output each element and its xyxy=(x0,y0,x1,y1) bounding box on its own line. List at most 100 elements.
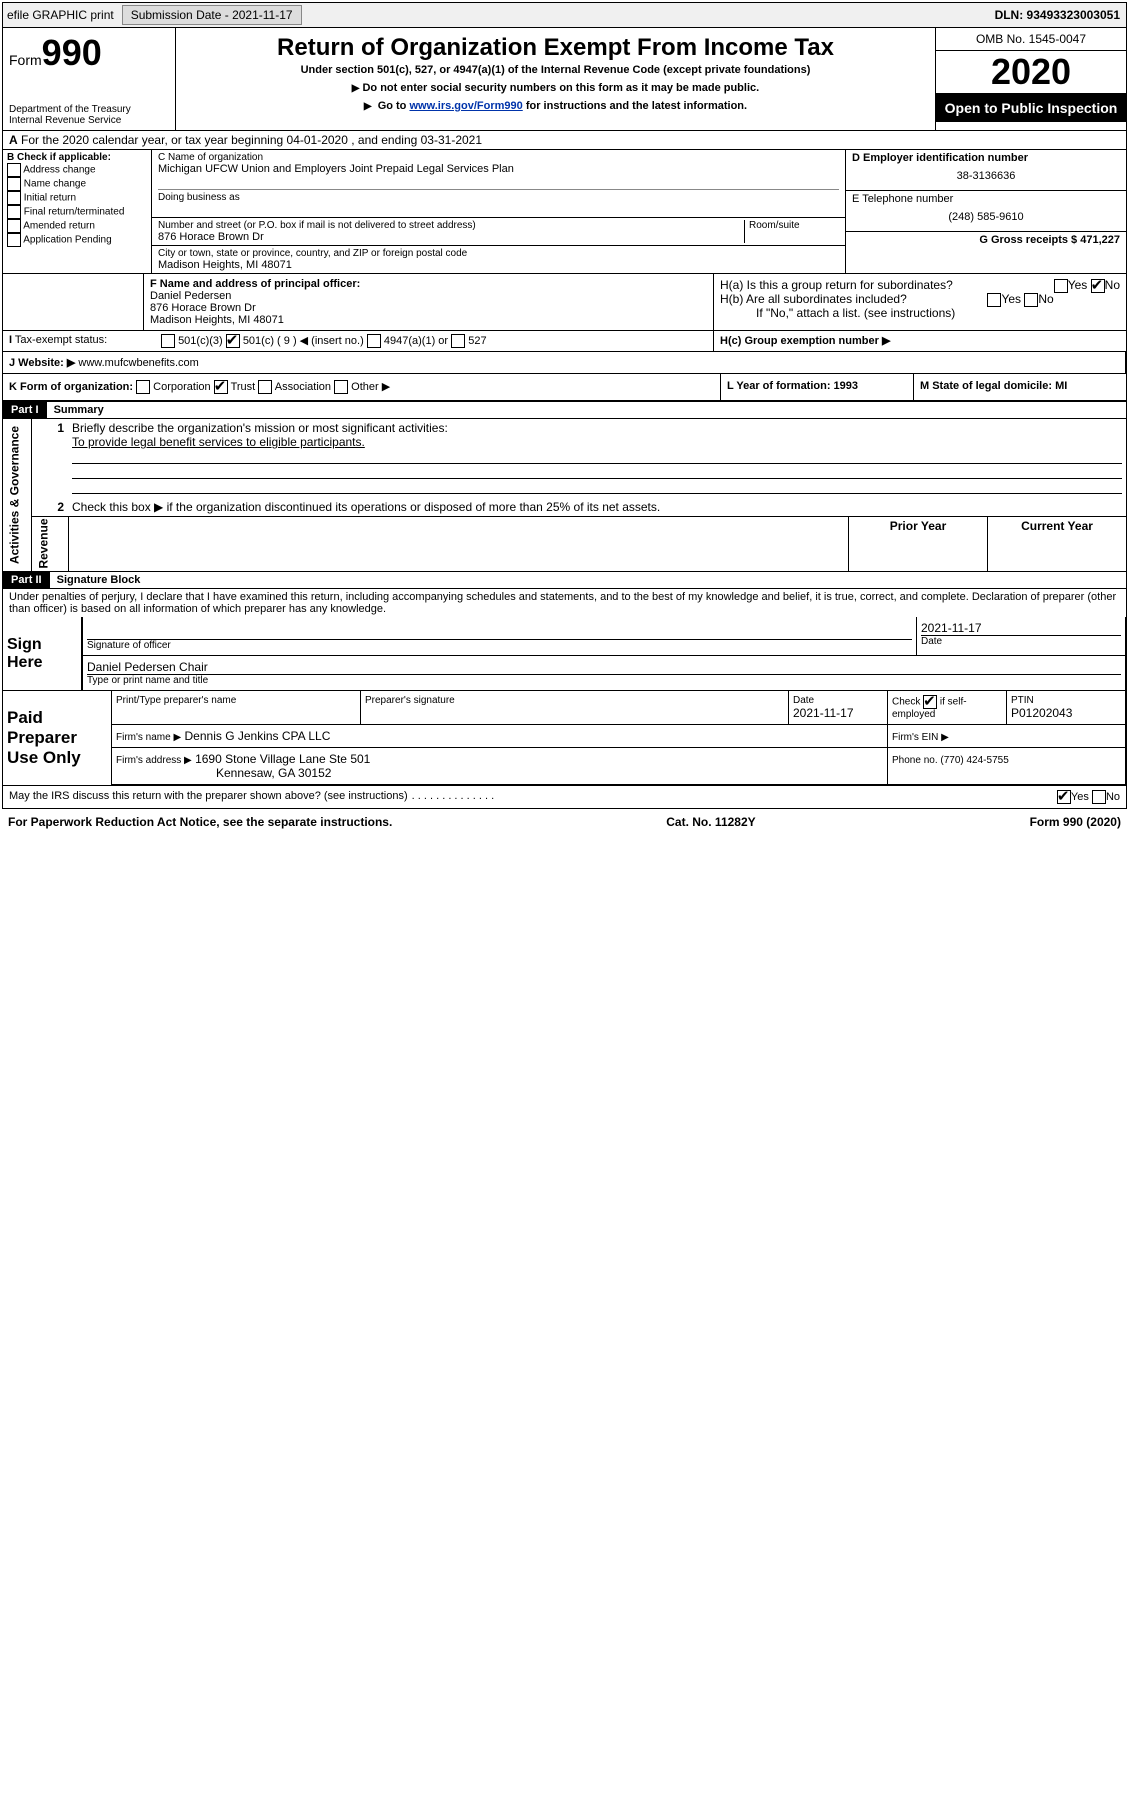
e-label: E Telephone number xyxy=(852,193,1120,205)
ha-yes-checkbox[interactable] xyxy=(1054,279,1068,293)
trust-checkbox[interactable] xyxy=(214,380,228,394)
officer-name: Daniel Pedersen xyxy=(150,290,707,302)
firm-addr-label: Firm's address ▶ xyxy=(116,755,192,766)
name-change-checkbox[interactable] xyxy=(7,177,21,191)
line2-text: Check this box ▶ if the organization dis… xyxy=(68,498,1126,517)
arrow-icon xyxy=(364,100,375,112)
phone-value: (248) 585-9610 xyxy=(852,205,1120,229)
tax-year: 2020 xyxy=(936,51,1126,94)
form-label: Form xyxy=(9,52,42,68)
efile-label: efile GRAPHIC print xyxy=(3,6,118,24)
signature-table: Sign Here Signature of officer 2021-11-1… xyxy=(3,617,1126,690)
other-checkbox[interactable] xyxy=(334,380,348,394)
phone-label: Phone no. (770) 424-5755 xyxy=(892,755,1009,766)
ha-no: No xyxy=(1105,278,1120,292)
dln-label: DLN: 93493323003051 xyxy=(995,8,1126,22)
top-bar: efile GRAPHIC print Submission Date - 20… xyxy=(3,3,1126,28)
tax-period: A For the 2020 calendar year, or tax yea… xyxy=(3,131,1126,150)
f-h-row: F Name and address of principal officer:… xyxy=(3,273,1126,330)
pt-sig-label: Preparer's signature xyxy=(365,695,784,706)
page-footer: For Paperwork Reduction Act Notice, see … xyxy=(0,811,1129,833)
mission-label: Briefly describe the organization's miss… xyxy=(72,421,448,435)
col-c: C Name of organization Michigan UFCW Uni… xyxy=(152,150,846,273)
hb-label: H(b) Are all subordinates included? xyxy=(720,292,907,306)
f-label: F Name and address of principal officer: xyxy=(150,278,360,290)
amended-return-checkbox[interactable] xyxy=(7,219,21,233)
irs-link[interactable]: www.irs.gov/Form990 xyxy=(409,100,522,112)
j-label: J Website: ▶ xyxy=(9,357,75,369)
hb-no-checkbox[interactable] xyxy=(1024,293,1038,307)
part2-title: Part II xyxy=(3,572,50,588)
header-left: Form990 Department of the Treasury Inter… xyxy=(3,28,176,130)
501c-label: 501(c) ( 9 ) ◀ (insert no.) xyxy=(243,335,364,347)
self-employed-checkbox[interactable] xyxy=(923,695,937,709)
opt-amended: Amended return xyxy=(23,221,95,232)
hb-note: If "No," attach a list. (see instruction… xyxy=(720,306,1120,320)
part1-label: Summary xyxy=(54,404,104,416)
city-label: City or town, state or province, country… xyxy=(158,248,839,259)
k-label: K Form of organization: xyxy=(9,381,133,393)
assoc-checkbox[interactable] xyxy=(258,380,272,394)
4947-checkbox[interactable] xyxy=(367,334,381,348)
website-value: www.mufcwbenefits.com xyxy=(75,357,198,369)
corp-checkbox[interactable] xyxy=(136,380,150,394)
form-header: Form990 Department of the Treasury Inter… xyxy=(3,28,1126,131)
sign-here-label: Sign Here xyxy=(3,617,82,690)
mission-text: To provide legal benefit services to eli… xyxy=(72,435,365,449)
discuss-no-checkbox[interactable] xyxy=(1092,790,1106,804)
print-name-label: Type or print name and title xyxy=(87,674,1121,686)
officer-addr2: Madison Heights, MI 48071 xyxy=(150,314,707,326)
hc-label: H(c) Group exemption number ▶ xyxy=(720,335,890,347)
pt-date-label: Date xyxy=(793,695,883,706)
pt-date: 2021-11-17 xyxy=(793,706,883,720)
officer-addr1: 876 Horace Brown Dr xyxy=(150,302,707,314)
discuss-yes: Yes xyxy=(1071,791,1089,803)
form-ref: Form 990 (2020) xyxy=(1030,815,1121,829)
l-label: L Year of formation: 1993 xyxy=(727,380,858,392)
dba-label: Doing business as xyxy=(158,189,839,203)
hb-yes: Yes xyxy=(1001,292,1021,306)
j-klm-row: J Website: ▶ www.mufcwbenefits.com xyxy=(3,352,1126,374)
501c3-checkbox[interactable] xyxy=(161,334,175,348)
501c3-label: 501(c)(3) xyxy=(178,335,223,347)
ha-row: H(a) Is this a group return for subordin… xyxy=(720,278,1120,292)
sig-officer-label: Signature of officer xyxy=(87,639,912,651)
app-pending-checkbox[interactable] xyxy=(7,233,21,247)
ptin-value: P01202043 xyxy=(1011,706,1121,720)
address-change-checkbox[interactable] xyxy=(7,163,21,177)
discuss-row: May the IRS discuss this return with the… xyxy=(3,785,1126,808)
part2-header: Part II Signature Block xyxy=(3,571,1126,589)
city-state-zip: Madison Heights, MI 48071 xyxy=(158,259,839,271)
entity-section: B Check if applicable: Address change Na… xyxy=(3,150,1126,273)
b-title: B Check if applicable: xyxy=(7,152,111,163)
cat-no: Cat. No. 11282Y xyxy=(666,815,755,829)
omb-number: OMB No. 1545-0047 xyxy=(936,28,1126,51)
discuss-yes-checkbox[interactable] xyxy=(1057,790,1071,804)
c-name-label: C Name of organization xyxy=(158,152,839,163)
org-name: Michigan UFCW Union and Employers Joint … xyxy=(158,163,839,175)
i-label: Tax-exempt status: xyxy=(15,334,107,346)
firm-addr2: Kennesaw, GA 30152 xyxy=(216,766,331,780)
period-text: For the 2020 calendar year, or tax year … xyxy=(21,133,482,147)
k-row: K Form of organization: Corporation Trus… xyxy=(3,374,1126,401)
501c-checkbox[interactable] xyxy=(226,334,240,348)
note2-post: for instructions and the latest informat… xyxy=(526,100,747,112)
final-return-checkbox[interactable] xyxy=(7,205,21,219)
opt-initial-return: Initial return xyxy=(24,193,76,204)
se-label: Check if self-employed xyxy=(892,695,1002,720)
part1-title: Part I xyxy=(3,402,47,418)
hb-yes-checkbox[interactable] xyxy=(987,293,1001,307)
527-checkbox[interactable] xyxy=(451,334,465,348)
preparer-table: Paid Preparer Use Only Print/Type prepar… xyxy=(3,690,1126,785)
opt-final-return: Final return/terminated xyxy=(24,207,125,218)
note2-pre: Go to xyxy=(378,100,410,112)
ein-value: 38-3136636 xyxy=(852,164,1120,188)
k-assoc: Association xyxy=(275,381,331,393)
submission-date-button[interactable]: Submission Date - 2021-11-17 xyxy=(122,5,302,25)
discuss-no: No xyxy=(1106,791,1120,803)
ha-no-checkbox[interactable] xyxy=(1091,279,1105,293)
g-gross-receipts: G Gross receipts $ 471,227 xyxy=(979,234,1120,246)
header-right: OMB No. 1545-0047 2020 Open to Public In… xyxy=(935,28,1126,130)
discuss-q: May the IRS discuss this return with the… xyxy=(9,790,408,804)
initial-return-checkbox[interactable] xyxy=(7,191,21,205)
